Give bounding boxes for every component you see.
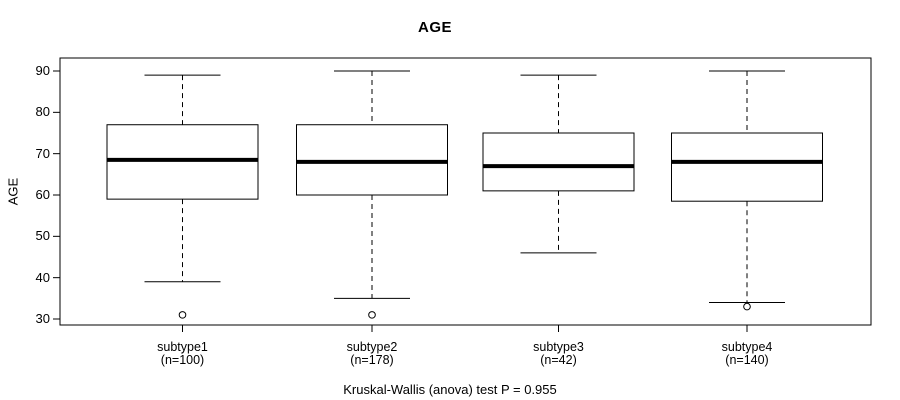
group-label-block: subtype2 (n=178) — [292, 341, 452, 367]
group-n-label: (n=42) — [540, 353, 577, 367]
group-label: subtype3 — [533, 340, 584, 354]
group-label-block: subtype3 (n=42) — [479, 341, 639, 367]
iqr-box — [296, 124, 448, 196]
group-label-block: subtype1 (n=100) — [103, 341, 263, 367]
iqr-box — [671, 132, 823, 202]
y-tick-label: 40 — [35, 269, 50, 285]
y-tick-label: 80 — [35, 104, 50, 120]
outlier-point — [743, 302, 751, 311]
iqr-box — [106, 124, 259, 200]
group-label: subtype1 — [157, 340, 208, 354]
outlier-point — [178, 311, 187, 319]
group-n-label: (n=178) — [350, 353, 394, 367]
outlier-point — [368, 311, 376, 319]
plot-border — [59, 57, 872, 326]
y-tick-label: 30 — [35, 311, 50, 326]
stat-test-caption: Kruskal-Wallis (anova) test P = 0.955 — [343, 382, 557, 397]
y-tick-label: 70 — [35, 145, 50, 161]
y-tick-label: 90 — [35, 63, 50, 78]
group-n-label: (n=140) — [725, 353, 769, 367]
chart-title: AGE — [417, 19, 452, 36]
iqr-box — [482, 132, 635, 192]
group-n-label: (n=100) — [160, 353, 205, 367]
y-tick-label: 60 — [35, 187, 50, 202]
group-label: subtype2 — [346, 340, 398, 354]
group-label-block: subtype4 (n=140) — [667, 341, 827, 367]
group-label: subtype4 — [721, 340, 773, 354]
y-tick-label: 50 — [35, 228, 50, 244]
